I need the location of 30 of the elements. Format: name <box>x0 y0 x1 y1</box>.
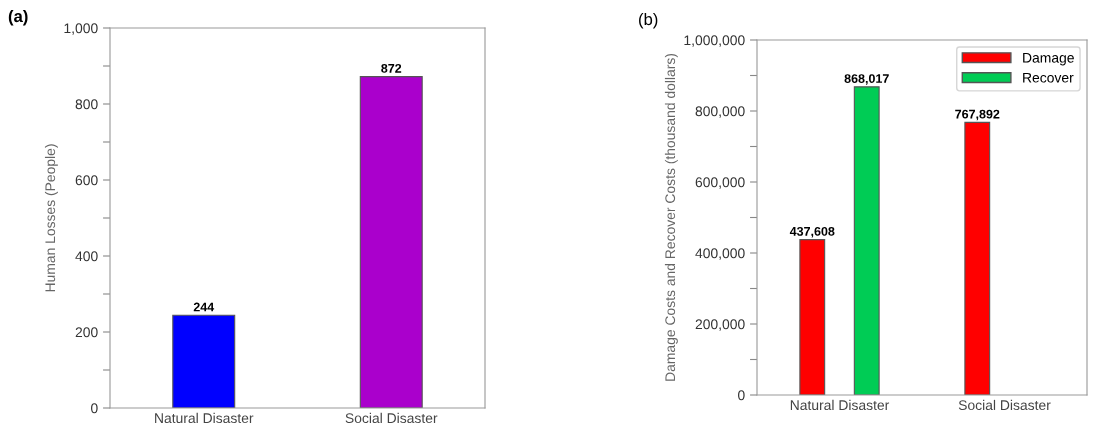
x-tick-label: Natural Disaster <box>790 399 890 411</box>
y-tick-label: 600,000 <box>695 177 745 189</box>
chart-title: (b) <box>639 12 658 29</box>
bar <box>964 121 991 395</box>
data-label: 437,608 <box>789 226 835 238</box>
y-tick-label: 400 <box>75 251 98 262</box>
y-tick-label: 1,000,000 <box>684 35 745 47</box>
chart-title: (a) <box>8 9 28 26</box>
legend-label: Recover <box>1023 72 1074 83</box>
bar <box>799 239 826 395</box>
y-tick-label: 400,000 <box>695 248 745 260</box>
y-tick-label: 600 <box>75 175 98 186</box>
legend-label: Damage <box>1023 53 1074 66</box>
y-axis-title: Human Losses (People) <box>44 144 58 292</box>
y-tick-label: 0 <box>738 390 745 401</box>
x-tick-label: Social Disaster <box>345 412 438 424</box>
y-tick-label: 800,000 <box>695 106 745 118</box>
data-label: 872 <box>381 63 402 73</box>
data-label: 767,892 <box>955 109 1000 121</box>
y-axis-title: Damage Costs and Recover Costs (thousand dollars) <box>664 53 678 381</box>
y-tick-label: 0 <box>91 403 98 414</box>
y-tick-label: 200 <box>75 327 98 338</box>
x-tick-label: Social Disaster <box>958 399 1051 411</box>
y-tick-label: 1,000 <box>64 23 98 35</box>
y-tick-label: 200,000 <box>695 319 745 331</box>
data-label: 244 <box>193 302 215 312</box>
y-tick-label: 800 <box>75 99 98 110</box>
bar <box>853 86 880 395</box>
x-tick-label: Natural Disaster <box>155 412 254 424</box>
data-label: 868,017 <box>844 74 889 85</box>
